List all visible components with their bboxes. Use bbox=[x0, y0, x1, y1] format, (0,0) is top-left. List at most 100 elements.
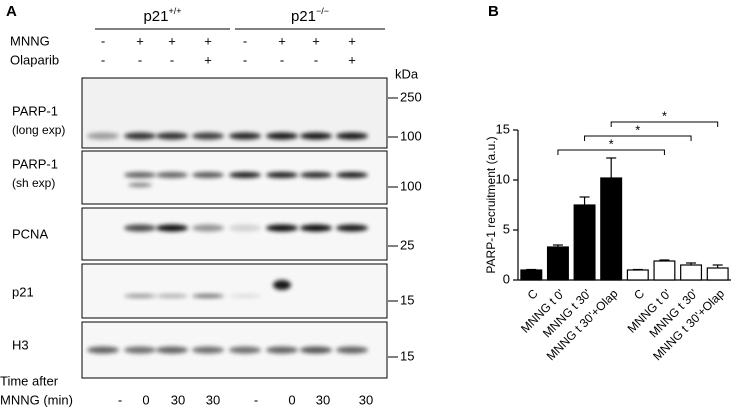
blot-label: PARP-1 bbox=[12, 103, 58, 118]
blot-frame bbox=[81, 207, 388, 261]
treatment-mark: + bbox=[278, 33, 286, 48]
blot-label: H3 bbox=[12, 337, 29, 352]
bar bbox=[573, 204, 596, 281]
marker-label: 15 bbox=[400, 348, 414, 363]
bar bbox=[600, 177, 623, 281]
treatment-mark: - bbox=[280, 52, 284, 67]
blot-band bbox=[229, 132, 261, 140]
blot-band bbox=[336, 132, 368, 140]
treatment-mark: - bbox=[243, 52, 247, 67]
blot-label: (long exp) bbox=[12, 123, 65, 137]
blot-band bbox=[266, 172, 298, 178]
blot-label: p21 bbox=[12, 284, 34, 299]
y-axis-label: PARP-1 recruitment (a.u.) bbox=[484, 136, 498, 273]
blot-band bbox=[229, 172, 261, 178]
group-name: p21 bbox=[291, 8, 316, 25]
time-value: - bbox=[254, 392, 258, 407]
bar bbox=[680, 264, 703, 281]
blot-band bbox=[156, 224, 188, 232]
blot-label: PCNA bbox=[12, 226, 48, 241]
bar bbox=[626, 269, 649, 281]
blot-label: (sh exp) bbox=[12, 176, 55, 190]
significance-bracket bbox=[610, 121, 719, 127]
group-sup: +/+ bbox=[169, 6, 182, 16]
treatment-mark: + bbox=[168, 33, 176, 48]
blot-band bbox=[192, 224, 224, 232]
time-value: - bbox=[118, 392, 122, 407]
significance-bracket bbox=[584, 135, 692, 141]
blot-band bbox=[192, 294, 224, 298]
treatment-mark: + bbox=[136, 33, 144, 48]
y-tick-label: 10 bbox=[496, 171, 510, 186]
treatment-mark: - bbox=[243, 33, 247, 48]
x-tick-label: C bbox=[525, 286, 541, 302]
blot-band bbox=[336, 346, 368, 354]
marker-label: 100 bbox=[400, 128, 422, 143]
group-sup: −/− bbox=[316, 6, 329, 16]
significance-star: * bbox=[662, 108, 667, 123]
time-value: 30 bbox=[316, 392, 330, 407]
blot-band bbox=[124, 224, 156, 232]
time-value: 0 bbox=[288, 392, 295, 407]
treatment-mark: - bbox=[314, 52, 318, 67]
blot-band bbox=[124, 172, 156, 178]
treatment-mark: - bbox=[101, 33, 105, 48]
treatment-mark: + bbox=[348, 52, 356, 67]
blot-band bbox=[266, 132, 298, 140]
blot-band bbox=[156, 346, 188, 354]
significance-bracket bbox=[557, 149, 665, 155]
blot-band bbox=[336, 224, 368, 232]
treatment-mark: - bbox=[101, 52, 105, 67]
treatment-label: Olaparib bbox=[10, 52, 59, 67]
treatment-label: MNNG bbox=[10, 33, 50, 48]
blot-band bbox=[192, 172, 224, 178]
blot-band bbox=[192, 132, 224, 140]
treatment-mark: - bbox=[170, 52, 174, 67]
group-header: p21−/− bbox=[291, 6, 329, 25]
treatment-mark: + bbox=[204, 33, 212, 48]
blot-frame bbox=[81, 263, 388, 319]
panel-label: A bbox=[6, 3, 17, 20]
blot-band bbox=[124, 294, 156, 298]
blot-frame bbox=[81, 150, 388, 205]
group-name: p21 bbox=[143, 8, 168, 25]
bar bbox=[546, 246, 569, 281]
blot-band bbox=[300, 172, 332, 178]
blot-band bbox=[156, 132, 188, 140]
panel-label: B bbox=[488, 3, 499, 20]
blot-band bbox=[128, 183, 152, 187]
bar bbox=[653, 260, 676, 281]
y-tick-label: 15 bbox=[496, 121, 510, 136]
x-tick-label: C bbox=[631, 286, 647, 302]
y-tick-label: 5 bbox=[503, 221, 510, 236]
blot-band bbox=[156, 172, 188, 178]
marker-label: 100 bbox=[400, 178, 422, 193]
blot-band bbox=[266, 224, 298, 232]
marker-label: 250 bbox=[400, 89, 422, 104]
blot-band bbox=[192, 346, 224, 354]
y-tick-label: 0 bbox=[503, 271, 510, 286]
blot-band bbox=[300, 132, 332, 140]
marker-label: 15 bbox=[400, 292, 414, 307]
treatment-mark: + bbox=[348, 33, 356, 48]
blot-band bbox=[266, 346, 298, 354]
time-value: 30 bbox=[359, 392, 373, 407]
treatment-mark: + bbox=[312, 33, 320, 48]
time-value: 30 bbox=[171, 392, 185, 407]
time-label: Time after bbox=[0, 373, 59, 388]
bar bbox=[520, 269, 543, 281]
treatment-mark: + bbox=[204, 52, 212, 67]
blot-band bbox=[87, 346, 119, 354]
blot-band bbox=[156, 294, 188, 298]
treatment-mark: - bbox=[138, 52, 142, 67]
significance-star: * bbox=[635, 122, 640, 137]
blot-band bbox=[124, 346, 156, 354]
blot-band bbox=[300, 346, 332, 354]
time-label: MNNG (min) bbox=[0, 392, 73, 407]
bar bbox=[706, 267, 729, 281]
blot-band bbox=[300, 224, 332, 232]
blot-label: PARP-1 bbox=[12, 156, 58, 171]
blot-band bbox=[87, 132, 119, 140]
marker-label: 25 bbox=[400, 237, 414, 252]
